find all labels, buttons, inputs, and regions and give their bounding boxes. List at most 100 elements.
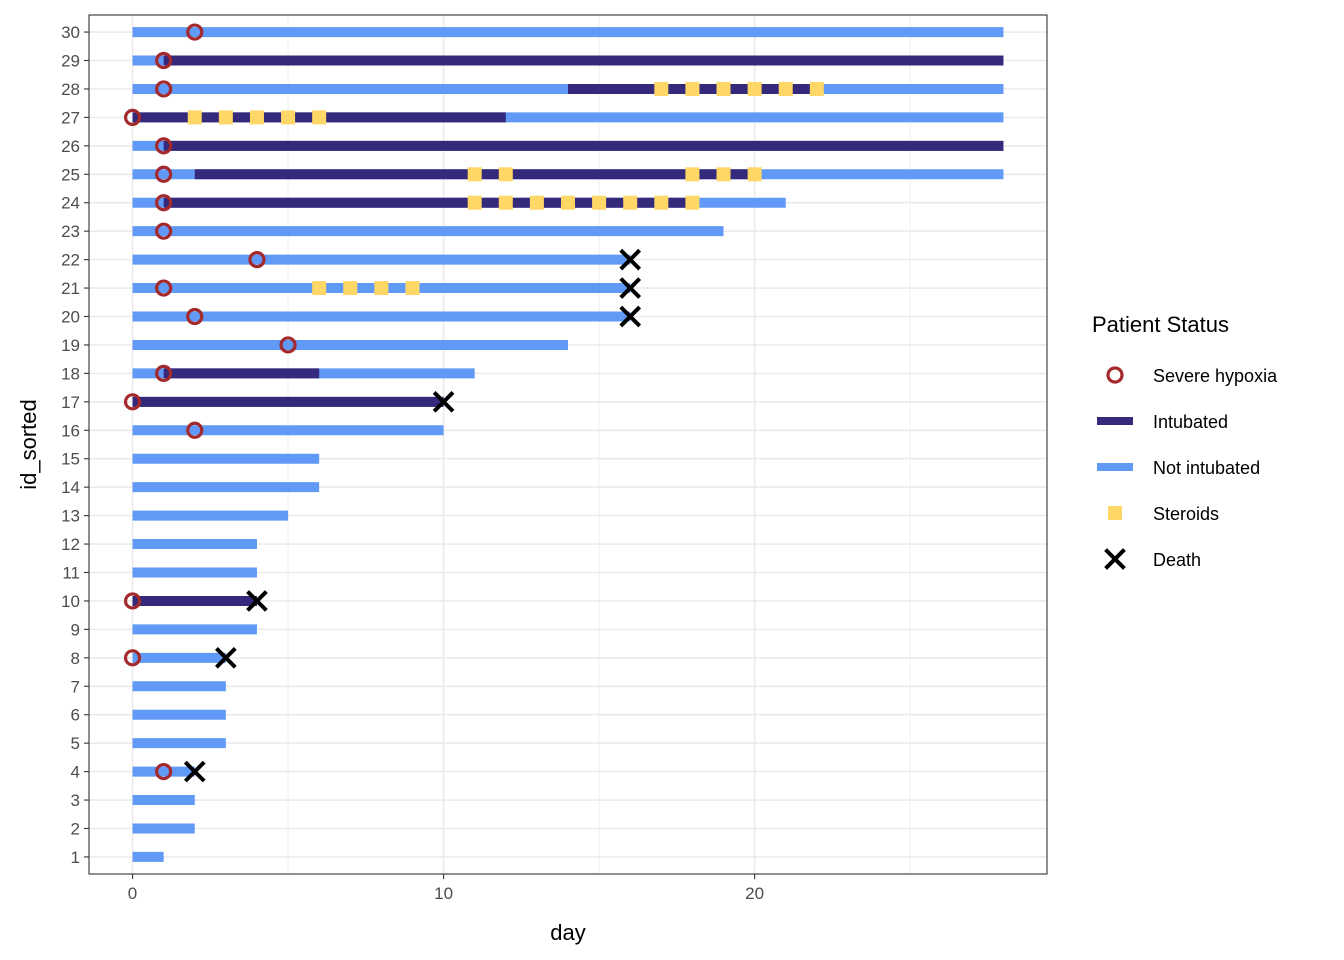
legend-label: Intubated — [1153, 412, 1228, 432]
severe-hypoxia-marker — [123, 649, 142, 667]
y-tick-label: 19 — [61, 336, 80, 355]
y-tick-label: 1 — [71, 848, 80, 867]
steroids-marker — [218, 110, 233, 125]
severe-hypoxia-marker — [155, 763, 173, 781]
legend: Patient Status Severe hypoxia Intubated No… — [1092, 312, 1278, 570]
y-tick-label: 27 — [61, 108, 80, 127]
steroids-marker — [529, 195, 544, 210]
steroids-marker — [654, 195, 669, 210]
severe-hypoxia-marker — [155, 279, 173, 297]
steroids-marker — [685, 167, 700, 182]
steroids-marker — [249, 110, 264, 125]
death-marker-stroke — [183, 760, 206, 783]
steroids-marker — [747, 81, 762, 96]
panel-border — [88, 14, 1048, 875]
steroids-marker — [592, 195, 607, 210]
y-tick-label: 8 — [71, 649, 80, 668]
y-tick-label: 7 — [71, 677, 80, 696]
steroids-marker — [778, 81, 793, 96]
severe-hypoxia-marker — [155, 51, 173, 70]
steroids-marker — [374, 281, 389, 296]
y-tick-label: 17 — [61, 393, 80, 412]
death-marker — [619, 305, 642, 328]
y-tick-label: 30 — [61, 23, 80, 42]
y-tick-label: 28 — [61, 80, 80, 99]
steroids-marker — [685, 81, 700, 96]
steroids-marker — [716, 81, 731, 96]
death-marker — [619, 248, 642, 271]
legend-label: Not intubated — [1153, 458, 1260, 478]
y-tick-label: 22 — [61, 251, 80, 270]
steroids-marker — [716, 167, 731, 182]
steroids-marker — [312, 281, 327, 296]
x-tick-label: 10 — [434, 884, 453, 903]
death-marker-stroke — [619, 305, 642, 328]
x-tick-label: 20 — [745, 884, 764, 903]
y-tick-label: 12 — [61, 535, 80, 554]
steroids-marker — [809, 81, 824, 96]
steroids-marker — [623, 195, 638, 210]
steroids-marker — [685, 195, 700, 210]
y-tick-label: 15 — [61, 450, 80, 469]
steroids-marker — [561, 195, 575, 210]
steroids-marker — [312, 110, 327, 125]
y-tick-label: 9 — [71, 620, 80, 639]
severe-hypoxia-marker — [155, 165, 173, 183]
steroids-marker — [467, 195, 482, 210]
severe-hypoxia-marker — [155, 194, 173, 212]
legend-item-death: Death — [1104, 548, 1201, 570]
x-tick-label: 0 — [128, 884, 137, 903]
death-marker-stroke — [246, 590, 268, 612]
y-axis-title: id_sorted — [16, 399, 41, 490]
steroids-marker — [747, 167, 762, 182]
y-tick-label: 20 — [61, 308, 80, 327]
severe-hypoxia-marker — [279, 336, 297, 354]
steroids-marker — [498, 195, 513, 210]
death-marker — [246, 590, 268, 612]
y-tick-label: 29 — [61, 52, 80, 71]
legend-item-not-intubated: Not intubated — [1097, 458, 1260, 478]
severe-hypoxia-marker — [123, 108, 142, 126]
severe-hypoxia-marker — [155, 364, 173, 382]
severe-hypoxia-marker — [155, 137, 173, 155]
steroids-marker — [343, 281, 358, 296]
patient-bars — [132, 27, 1004, 862]
y-tick-label: 5 — [71, 734, 80, 753]
death-marker-stroke — [215, 646, 237, 669]
death-marker-stroke — [619, 248, 642, 271]
legend-title: Patient Status — [1092, 312, 1229, 337]
y-tick-label: 2 — [71, 819, 80, 838]
y-tick-label: 4 — [71, 763, 80, 782]
y-tick-label: 14 — [61, 478, 80, 497]
legend-label: Death — [1153, 550, 1201, 570]
steroids-marker — [654, 81, 669, 96]
steroids-marker — [498, 167, 513, 182]
y-tick-label: 25 — [61, 165, 80, 184]
steroids-marker — [281, 110, 296, 125]
legend-item-intubated: Intubated — [1097, 412, 1228, 432]
severe-hypoxia-marker — [186, 421, 204, 439]
severe-hypoxia-marker — [123, 393, 142, 411]
death-marker-stroke — [1104, 548, 1126, 570]
legend-items: Severe hypoxia Intubated Not intubated Ster… — [1097, 366, 1278, 570]
death-marker-stroke — [619, 277, 642, 299]
x-axis-title: day — [550, 920, 585, 945]
y-tick-label: 23 — [61, 222, 80, 241]
severe-hypoxia-marker — [186, 23, 204, 41]
legend-label: Severe hypoxia — [1153, 366, 1278, 386]
death-marker — [183, 760, 206, 783]
y-tick-label: 11 — [62, 563, 80, 582]
y-tick-label: 3 — [71, 791, 80, 810]
death-marker — [619, 277, 642, 299]
y-tick-label: 24 — [61, 194, 80, 213]
y-tick-label: 6 — [71, 706, 80, 725]
steroids-marker — [467, 167, 482, 182]
severe-hypoxia-marker — [155, 222, 173, 240]
severe-hypoxia-marker — [248, 251, 266, 269]
y-tick-label: 21 — [61, 279, 80, 298]
steroids-marker — [1108, 506, 1122, 520]
death-marker — [215, 646, 237, 669]
y-tick-label: 18 — [61, 364, 80, 383]
y-tick-label: 26 — [61, 137, 80, 156]
